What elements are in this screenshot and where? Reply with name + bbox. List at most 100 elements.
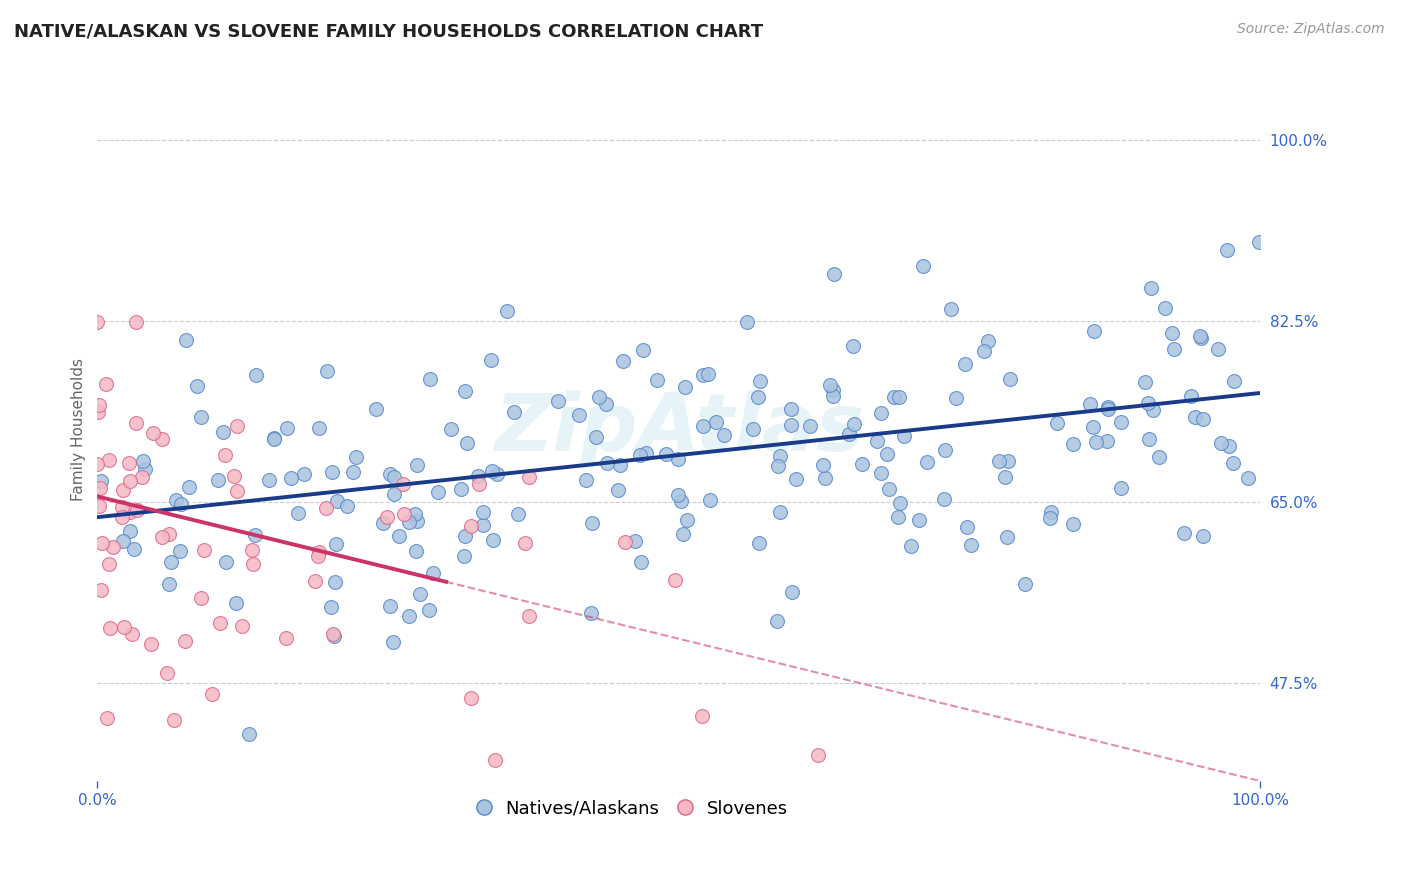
Point <box>190 591 212 605</box>
Point <box>1078 397 1101 411</box>
Y-axis label: Family Households: Family Households <box>72 358 86 500</box>
Point <box>96 711 118 725</box>
Point <box>479 353 502 368</box>
Point <box>118 474 141 488</box>
Point <box>799 419 821 434</box>
Text: NATIVE/ALASKAN VS SLOVENE FAMILY HOUSEHOLDS CORRELATION CHART: NATIVE/ALASKAN VS SLOVENE FAMILY HOUSEHO… <box>14 22 763 40</box>
Point <box>112 483 135 497</box>
Point <box>934 442 956 457</box>
Point <box>344 450 367 464</box>
Point <box>1223 374 1246 388</box>
Point <box>945 391 967 405</box>
Point <box>392 507 415 521</box>
Point <box>125 503 148 517</box>
Point <box>259 473 281 487</box>
Point <box>157 526 180 541</box>
Point <box>240 543 263 558</box>
Point <box>89 481 111 495</box>
Point <box>588 390 610 404</box>
Point <box>186 379 208 393</box>
Point <box>1209 436 1232 450</box>
Point <box>766 458 789 473</box>
Point <box>456 435 478 450</box>
Point <box>322 626 344 640</box>
Point <box>1192 529 1215 543</box>
Point <box>163 713 186 727</box>
Point <box>911 260 934 274</box>
Point <box>101 540 124 554</box>
Point <box>304 574 326 589</box>
Point <box>547 393 569 408</box>
Point <box>851 457 873 471</box>
Point <box>90 583 112 598</box>
Point <box>1097 400 1119 414</box>
Point <box>87 398 110 412</box>
Point <box>866 434 889 448</box>
Point <box>321 599 343 614</box>
Point <box>585 430 607 444</box>
Point <box>823 388 845 402</box>
Point <box>628 449 651 463</box>
Point <box>785 472 807 486</box>
Point <box>706 415 728 429</box>
Point <box>870 466 893 480</box>
Text: Source: ZipAtlas.com: Source: ZipAtlas.com <box>1237 22 1385 37</box>
Point <box>454 384 477 398</box>
Point <box>86 457 108 471</box>
Point <box>1081 420 1104 434</box>
Point <box>1247 235 1270 249</box>
Point <box>1109 481 1132 495</box>
Point <box>820 377 842 392</box>
Point <box>877 482 900 496</box>
Point <box>460 691 482 706</box>
Point <box>634 446 657 460</box>
Point <box>595 456 617 470</box>
Point <box>503 405 526 419</box>
Point <box>575 474 598 488</box>
Point <box>142 425 165 440</box>
Point <box>747 391 769 405</box>
Point <box>889 390 911 404</box>
Point <box>322 629 344 643</box>
Point <box>165 493 187 508</box>
Point <box>675 513 697 527</box>
Point <box>215 555 238 569</box>
Point <box>214 449 236 463</box>
Point <box>1184 410 1206 425</box>
Point <box>336 499 359 513</box>
Point <box>225 484 247 499</box>
Point <box>323 574 346 589</box>
Point <box>630 555 652 569</box>
Point <box>1083 324 1105 338</box>
Point <box>111 509 134 524</box>
Point <box>481 464 503 478</box>
Point <box>1173 525 1195 540</box>
Point <box>987 454 1010 468</box>
Point <box>1147 450 1170 464</box>
Point <box>973 343 995 358</box>
Point <box>1215 243 1237 257</box>
Point <box>150 530 173 544</box>
Point <box>669 493 692 508</box>
Point <box>664 573 686 587</box>
Point <box>190 410 212 425</box>
Point <box>675 379 697 393</box>
Point <box>307 549 329 563</box>
Point <box>886 510 908 524</box>
Point <box>405 544 427 558</box>
Point <box>813 458 835 473</box>
Point <box>633 343 655 357</box>
Point <box>231 619 253 633</box>
Point <box>86 315 108 329</box>
Point <box>98 557 121 571</box>
Point <box>769 449 792 463</box>
Point <box>419 372 441 386</box>
Point <box>193 542 215 557</box>
Point <box>883 390 905 404</box>
Point <box>454 529 477 543</box>
Point <box>427 485 450 500</box>
Point <box>280 471 302 485</box>
Point <box>388 529 411 543</box>
Point <box>97 453 120 467</box>
Point <box>382 635 405 649</box>
